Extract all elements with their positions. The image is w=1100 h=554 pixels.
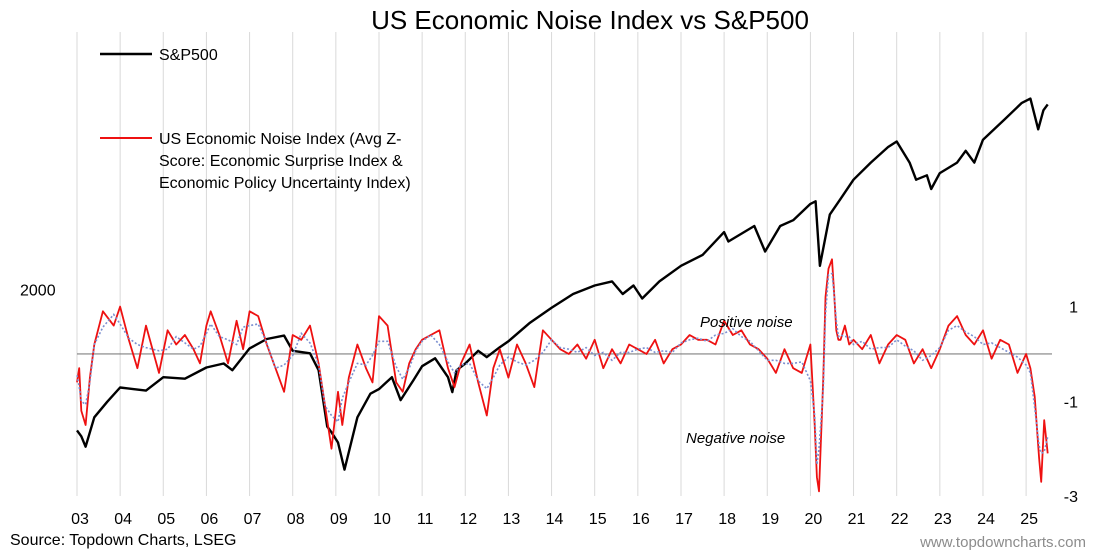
x-tick-label: 17 — [675, 511, 693, 528]
left-axis-tick-label: 2000 — [20, 283, 56, 300]
right-axis-tick-label: 1 — [1069, 300, 1078, 317]
x-tick-label: 24 — [977, 511, 995, 528]
legend-label-noise-line3: Economic Policy Uncertainty Index) — [159, 175, 411, 192]
legend-label-sp500: S&P500 — [159, 47, 218, 64]
series-noise-index-line — [76, 258, 1049, 493]
vertical-gridlines — [76, 32, 1027, 496]
x-tick-label: 22 — [891, 511, 909, 528]
chart-title: US Economic Noise Index vs S&P500 — [371, 5, 809, 35]
x-tick-label: 04 — [114, 511, 132, 528]
x-tick-label: 14 — [546, 511, 564, 528]
x-tick-label: 06 — [201, 511, 219, 528]
series-noise-smoothed-line — [76, 272, 1049, 465]
x-tick-label: 21 — [848, 511, 866, 528]
x-tick-label: 23 — [934, 511, 952, 528]
x-tick-label: 07 — [244, 511, 262, 528]
x-tick-label: 12 — [459, 511, 477, 528]
x-tick-label: 25 — [1020, 511, 1038, 528]
legend-label-noise-line2: Score: Economic Surprise Index & — [159, 153, 403, 170]
source-note: Source: Topdown Charts, LSEG — [10, 532, 237, 549]
x-tick-label: 18 — [718, 511, 736, 528]
x-tick-label: 13 — [503, 511, 521, 528]
x-tick-label: 16 — [632, 511, 650, 528]
right-axis-tick-label: -1 — [1064, 394, 1078, 411]
series-layer — [76, 97, 1049, 493]
legend-label-noise-line1: US Economic Noise Index (Avg Z- — [159, 131, 401, 148]
x-tick-label: 08 — [287, 511, 305, 528]
x-tick-label: 09 — [330, 511, 348, 528]
website-credit: www.topdowncharts.com — [920, 534, 1086, 551]
x-tick-label: 20 — [805, 511, 823, 528]
annotation-positive-noise: Positive noise — [700, 314, 793, 331]
x-tick-label: 15 — [589, 511, 607, 528]
series-sp500-line — [76, 97, 1049, 471]
x-tick-label: 10 — [373, 511, 391, 528]
x-tick-label: 03 — [71, 511, 89, 528]
x-tick-label: 11 — [417, 511, 434, 528]
tick-labels: 03 04 05 06 07 08 09 10 11 12 13 14 15 16 17 18 19 20 21 22… — [20, 283, 1078, 528]
annotation-negative-noise: Negative noise — [686, 430, 785, 447]
x-tick-label: 05 — [157, 511, 175, 528]
right-axis-tick-label: -3 — [1064, 489, 1078, 506]
x-tick-label: 19 — [761, 511, 779, 528]
legend: S&P500 US Economic Noise Index (Avg Z- S… — [100, 47, 411, 192]
